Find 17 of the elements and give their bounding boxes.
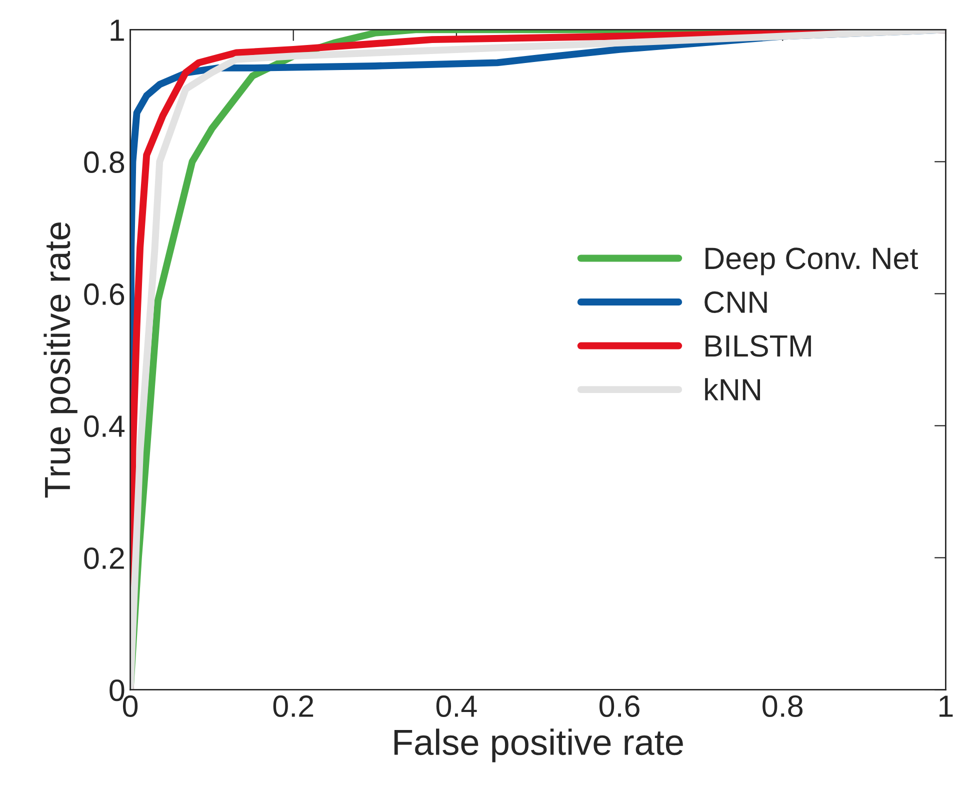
y-tick-label: 0.8 <box>84 151 124 174</box>
y-tick-label: 0.6 <box>84 283 124 306</box>
x-tick-label: 0.2 <box>273 695 314 718</box>
x-tick-label: 0.6 <box>599 695 640 718</box>
x-tick-label: 0.4 <box>436 695 477 718</box>
y-tick-label: 0.2 <box>84 547 124 570</box>
y-tick-label: 1 <box>110 20 124 41</box>
y-tick-label: 0.4 <box>84 415 125 438</box>
x-tick-label: 0.8 <box>762 695 803 718</box>
x-tick-label: 1 <box>940 696 953 717</box>
legend-label: Deep Conv. Net <box>706 248 918 276</box>
legend-label: CNN <box>704 291 767 314</box>
y-axis-title: True positive rate <box>44 222 78 498</box>
y-tick-label: 0 <box>110 679 124 702</box>
x-axis-title: False positive rate <box>394 728 683 762</box>
legend-label: kNN <box>705 378 760 400</box>
legend-label: BILSTM <box>706 335 811 357</box>
